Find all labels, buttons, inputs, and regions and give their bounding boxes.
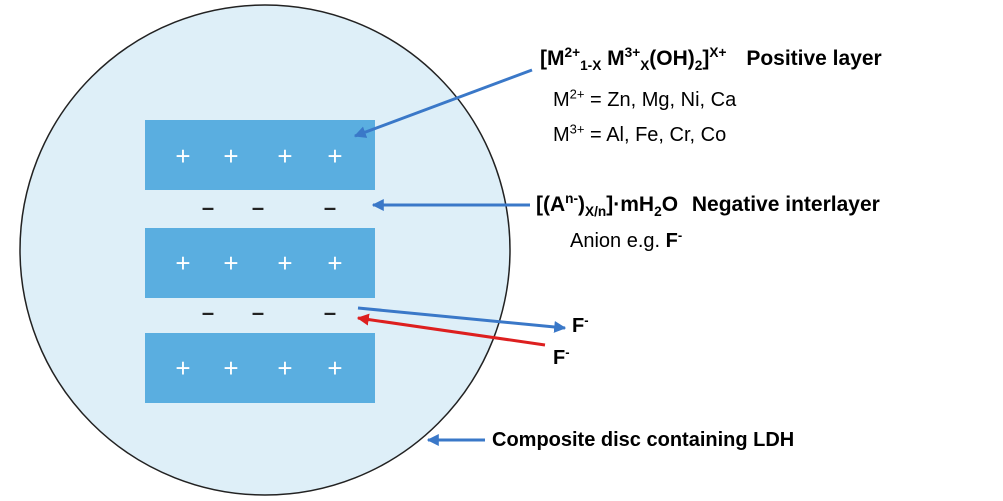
minus-charge: – [202, 195, 214, 220]
plus-charge: + [327, 141, 342, 171]
plus-charge: + [223, 353, 238, 383]
plus-charge: + [327, 353, 342, 383]
m2-cations-line: M2+ = Zn, Mg, Ni, Ca [553, 86, 737, 111]
m3-cations-line: M3+ = Al, Fe, Cr, Co [553, 121, 727, 146]
plus-charge: + [175, 248, 190, 278]
plus-charge: + [223, 248, 238, 278]
minus-charge: – [252, 300, 264, 325]
fluoride-sorbed-label: F- [553, 344, 570, 369]
plus-charge: + [277, 353, 292, 383]
fluoride-released-label: F- [572, 312, 589, 337]
plus-charge: + [277, 141, 292, 171]
negative-interlayer-title: Negative interlayer [691, 193, 880, 216]
fluoride-in-arrow [356, 313, 546, 347]
composite-disc-label: Composite disc containing LDH [492, 429, 795, 451]
plus-charge: + [175, 141, 190, 171]
plus-charge: + [223, 141, 238, 171]
anion-example-line: Anion e.g. F- [570, 227, 683, 252]
positive-layer-arrow [353, 68, 533, 138]
minus-charge: – [252, 195, 264, 220]
positive-layer-3 [145, 333, 375, 403]
positive-layer-title: Positive layer [746, 47, 882, 70]
positive-layer-2 [145, 228, 375, 298]
positive-layer-formula: [M2+1-X M3+X(OH)2]X+ Positive layer [540, 45, 882, 74]
positive-layer-1 [145, 120, 375, 190]
plus-charge: + [277, 248, 292, 278]
minus-charge: – [324, 195, 336, 220]
fluoride-out-arrow [357, 306, 567, 333]
plus-charge: + [327, 248, 342, 278]
minus-charge: – [202, 300, 214, 325]
negative-interlayer-formula: [(An-)X/n]·mH2O Negative interlayer [536, 191, 880, 220]
minus-charge: – [324, 300, 336, 325]
plus-charge: + [175, 353, 190, 383]
